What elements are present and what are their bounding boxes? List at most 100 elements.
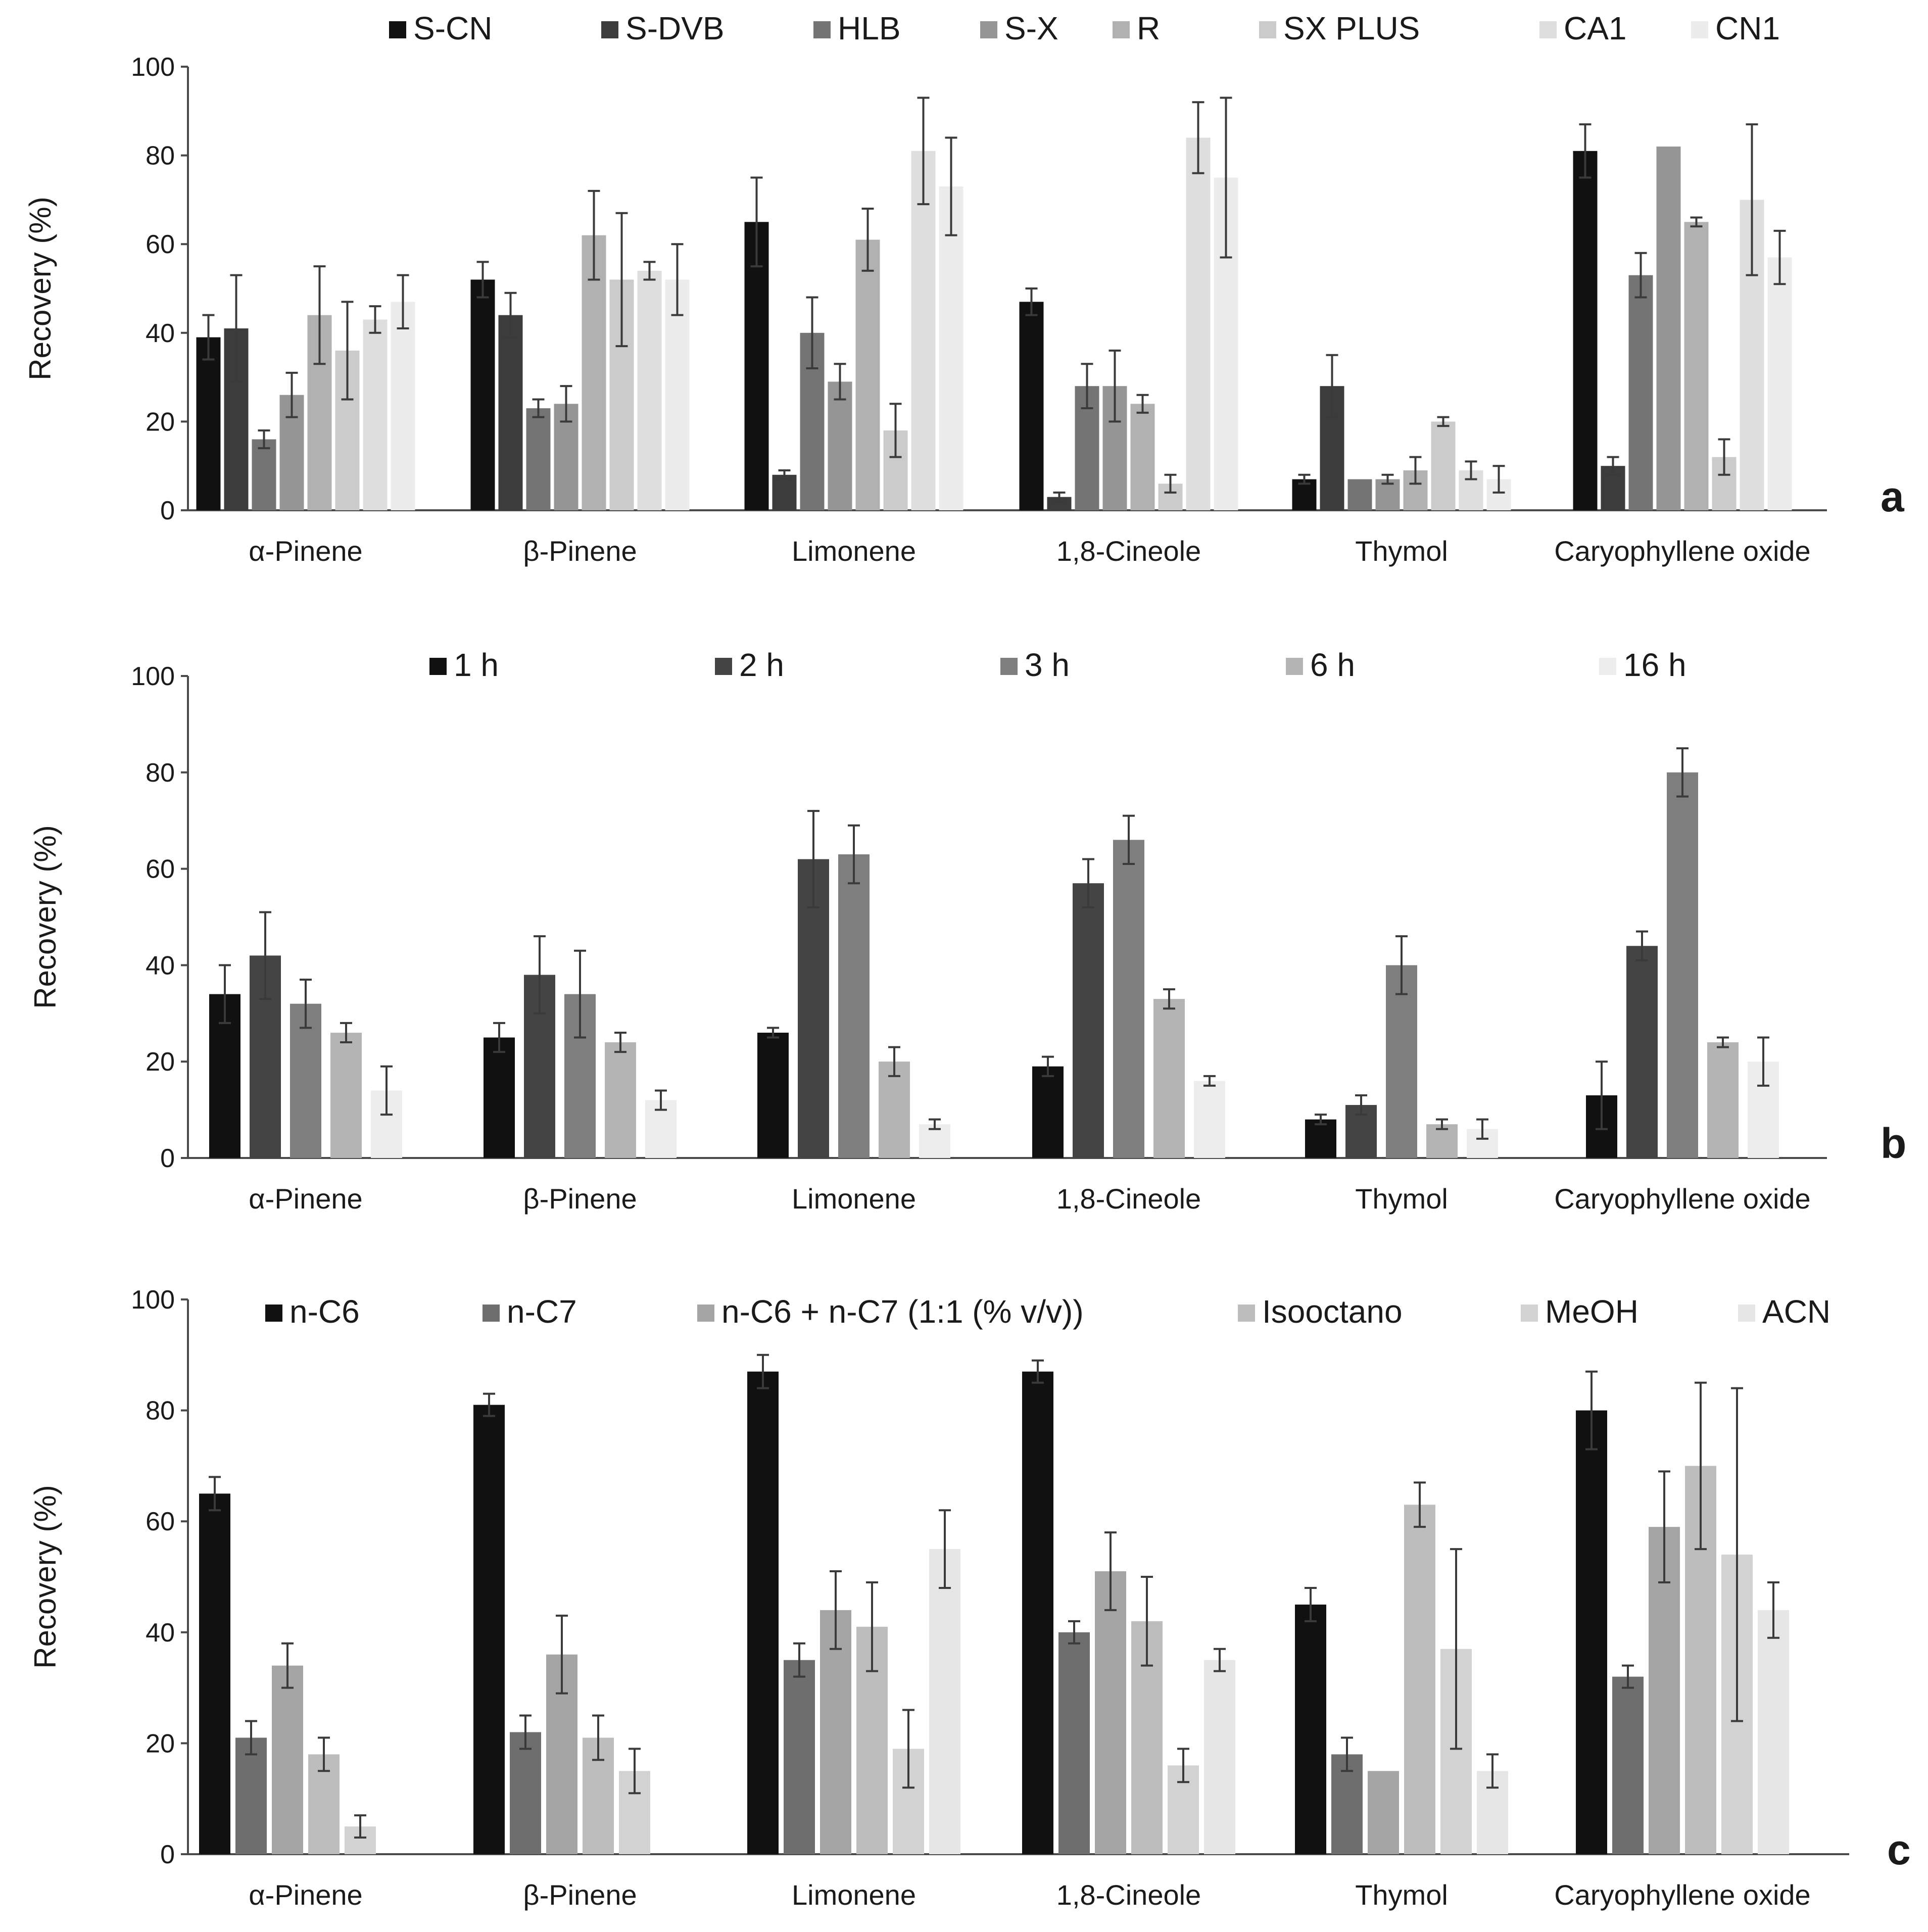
legend-label: CN1: [1715, 10, 1780, 46]
category-label: β-Pinene: [523, 1183, 637, 1215]
legend-swatch: [1286, 658, 1303, 675]
legend-entry: Isooctano: [1238, 1293, 1403, 1330]
error-bar: [1450, 1548, 1462, 1750]
error-bar: [1492, 465, 1505, 494]
category-label: α-Pinene: [249, 535, 362, 567]
bar: [1073, 883, 1104, 1158]
y-tick-label: 60: [146, 230, 175, 259]
error-bar: [848, 824, 860, 885]
error-bar: [560, 385, 572, 423]
legend-label: 6 h: [1310, 647, 1355, 683]
error-bar: [556, 1614, 568, 1695]
y-axis-label: Recovery (%): [28, 825, 62, 1008]
error-bar: [1305, 1586, 1317, 1622]
legend-swatch: [1000, 658, 1018, 675]
bar: [1684, 222, 1709, 510]
bar: [272, 1665, 303, 1854]
y-tick-label: 0: [160, 496, 175, 525]
bar: [798, 859, 829, 1158]
error-bar: [1585, 1370, 1598, 1451]
legend-swatch: [601, 21, 618, 38]
legend-swatch: [1599, 658, 1616, 675]
error-bar: [902, 1709, 914, 1789]
legend-swatch: [1738, 1305, 1755, 1322]
legend-entry: CN1: [1691, 10, 1780, 46]
error-bar: [1690, 216, 1703, 228]
bar: [1022, 1371, 1053, 1854]
error-bar: [629, 1748, 641, 1795]
error-bar: [1634, 252, 1647, 299]
error-bar: [1476, 1118, 1488, 1140]
bar: [637, 270, 662, 510]
error-bar: [1192, 101, 1204, 174]
bar: [1404, 1505, 1435, 1854]
bar: [391, 302, 415, 510]
error-bar: [588, 189, 600, 281]
category-label: Thymol: [1355, 535, 1448, 567]
error-bar: [1053, 491, 1066, 503]
y-tick-label: 20: [146, 407, 175, 437]
bar: [1305, 1119, 1336, 1158]
legend-entry: S-CN: [389, 10, 492, 46]
y-tick-label: 40: [146, 951, 175, 980]
bar: [939, 186, 963, 510]
error-bar: [318, 1736, 330, 1772]
bar: [784, 1660, 815, 1854]
error-bar: [532, 398, 545, 418]
error-bar: [1636, 930, 1648, 961]
error-bar: [1381, 473, 1394, 485]
legend-label: ACN: [1762, 1293, 1830, 1330]
legend-swatch: [1113, 21, 1130, 38]
bar: [879, 1061, 910, 1158]
y-tick-label: 60: [146, 855, 175, 884]
bar: [1707, 1042, 1739, 1158]
error-bar: [1676, 747, 1689, 798]
error-bar: [1486, 1753, 1499, 1789]
error-bar: [643, 261, 656, 281]
y-tick-label: 80: [146, 1396, 175, 1426]
y-tick-label: 20: [146, 1047, 175, 1077]
legend-entry: n-C6: [265, 1293, 360, 1330]
legend-entry: SX PLUS: [1259, 10, 1420, 46]
legend-label: MeOH: [1545, 1293, 1638, 1330]
bar: [820, 1610, 851, 1854]
error-bar: [767, 1027, 779, 1039]
bar: [1626, 946, 1658, 1158]
legend-swatch: [265, 1305, 282, 1322]
bar: [1628, 275, 1653, 510]
error-bar: [750, 176, 763, 268]
error-bar: [285, 371, 298, 418]
error-bar: [209, 1476, 221, 1512]
error-bar: [793, 1642, 805, 1678]
legend-label: n-C7: [507, 1293, 577, 1330]
legend-entry: 1 h: [429, 647, 499, 683]
legend-entry: S-X: [980, 10, 1058, 46]
error-bar: [341, 301, 354, 401]
bar: [252, 439, 276, 510]
error-bar: [1136, 394, 1149, 414]
bar: [1612, 1676, 1644, 1854]
bar: [1153, 999, 1185, 1158]
category-label: Thymol: [1355, 1183, 1448, 1215]
legend-entry: ACN: [1738, 1293, 1830, 1330]
error-bar: [534, 935, 546, 1015]
error-bar: [866, 1581, 878, 1672]
error-bar: [1465, 460, 1477, 480]
error-bar: [1068, 1620, 1080, 1645]
category-label: 1,8-Cineole: [1056, 1183, 1201, 1215]
bar: [363, 319, 388, 510]
error-bar: [807, 810, 820, 908]
category-label: Caryophyllene oxide: [1554, 535, 1810, 567]
legend-entry: n-C6 + n-C7 (1:1 (% v/v)): [697, 1293, 1084, 1330]
category-label: Limonene: [792, 1879, 916, 1911]
bar: [526, 408, 551, 510]
error-bar: [258, 429, 270, 450]
bar: [1386, 965, 1417, 1158]
error-bar: [219, 964, 231, 1024]
bar: [1656, 147, 1681, 510]
error-bar: [1731, 1387, 1743, 1722]
category-label: Thymol: [1355, 1879, 1448, 1911]
error-bar: [1315, 1114, 1327, 1126]
error-bar: [230, 274, 243, 383]
bar: [484, 1037, 515, 1158]
